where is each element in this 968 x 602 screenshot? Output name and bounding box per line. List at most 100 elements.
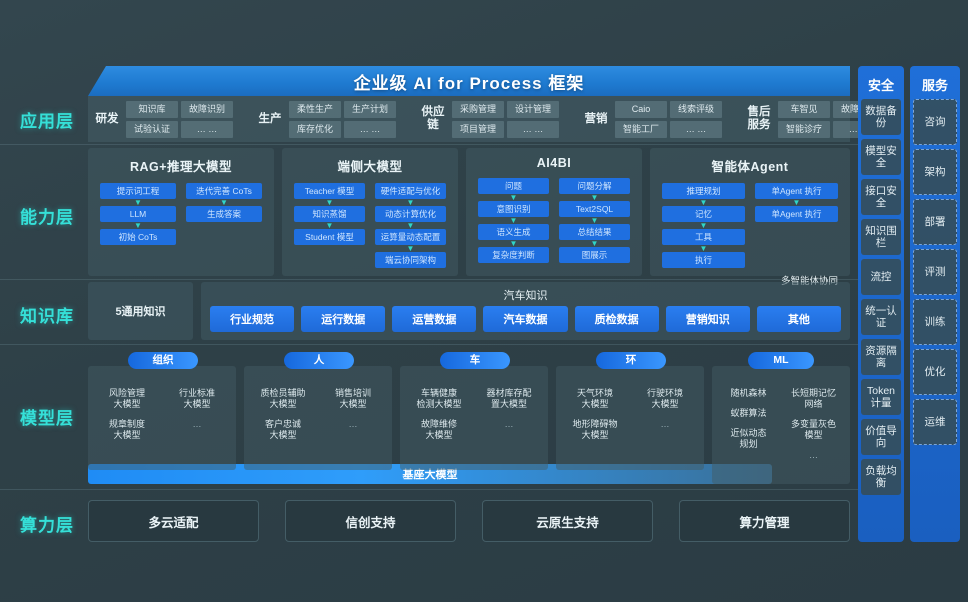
capability-right-node[interactable]: 图展示 [559, 247, 630, 263]
app-cell[interactable]: … … [181, 120, 233, 138]
capability-right-node[interactable]: 动态计算优化 [375, 206, 446, 222]
security-rail-item[interactable]: 统一认证 [861, 299, 901, 335]
knowledge-pill[interactable]: 其他 [756, 306, 841, 332]
model-item[interactable]: … [660, 419, 670, 429]
model-item[interactable]: 天气环境 大模型 [576, 388, 613, 409]
capability-left-node[interactable]: 问题 [478, 178, 549, 194]
app-group-3[interactable]: 营销 Caio 智能工厂 线索评级 … … [577, 99, 726, 139]
capability-left-node[interactable]: Student 模型 [294, 229, 365, 245]
model-card-1[interactable]: 质检员辅助 大模型 客户忠诚 大模型 销售培训 大模型 … [244, 366, 392, 470]
capability-right-node[interactable]: 问题分解 [559, 178, 630, 194]
capability-left-node[interactable]: 语义生成 [478, 224, 549, 240]
app-cell[interactable]: 故障识别 [181, 100, 233, 118]
app-cell[interactable]: 试验认证 [126, 120, 178, 138]
knowledge-pill[interactable]: 运营数据 [392, 306, 477, 332]
capability-left-node[interactable]: 执行 [662, 252, 745, 268]
app-cell[interactable]: 智能诊疗 [778, 120, 830, 138]
security-rail-item[interactable]: Token计量 [861, 379, 901, 415]
model-item[interactable]: 质检员辅助 大模型 [260, 388, 306, 409]
capability-right-node[interactable]: 迭代完善 CoTs [186, 183, 262, 199]
general-knowledge-card[interactable]: 5通用知识 [88, 282, 193, 340]
capability-right-node[interactable]: 单Agent 执行 [755, 183, 838, 199]
security-rail-item[interactable]: 数据备份 [861, 99, 901, 135]
model-card-tag[interactable]: 组织 [128, 352, 198, 369]
capability-left-node[interactable]: 意图识别 [478, 201, 549, 217]
model-card-tag[interactable]: 车 [440, 352, 510, 369]
app-cell[interactable]: Caio [615, 100, 667, 118]
service-rail-item[interactable]: 咨询 [913, 99, 957, 145]
model-item[interactable]: 风险管理 大模型 [108, 388, 145, 409]
capability-left-node[interactable]: 工具 [662, 229, 745, 245]
model-item[interactable]: 随机森林 [730, 388, 767, 398]
compute-box[interactable]: 多云适配 [88, 500, 259, 542]
app-cell[interactable]: 设计管理 [507, 100, 559, 118]
security-rail-item[interactable]: 负载均衡 [861, 459, 901, 495]
knowledge-pill[interactable]: 汽车数据 [483, 306, 568, 332]
model-item[interactable]: 客户忠诚 大模型 [264, 419, 301, 440]
compute-box[interactable]: 信创支持 [285, 500, 456, 542]
model-card-4[interactable]: 随机森林 蚁群算法 近似动态 规划 长短期记忆 网络 多变量灰色 模型… [712, 366, 850, 484]
app-cell[interactable]: 生产计划 [344, 100, 396, 118]
service-rail-item[interactable]: 优化 [913, 349, 957, 395]
model-item[interactable]: 多变量灰色 模型 [790, 419, 836, 440]
model-card-tag[interactable]: 环 [596, 352, 666, 369]
knowledge-pill[interactable]: 营销知识 [665, 306, 750, 332]
capability-card-3[interactable]: 智能体Agent 推理规划 ▼ 记忆 ▼ 工具 ▼ 执行 单Agent 执行 ▼ 单Agent 执行… [650, 148, 850, 287]
app-cell[interactable]: 库存优化 [289, 120, 341, 138]
model-card-0[interactable]: 风险管理 大模型 规章制度 大模型 行业标准 大模型 … [88, 366, 236, 470]
app-cell[interactable]: 智能工厂 [615, 120, 667, 138]
security-rail-item[interactable]: 价值导向 [861, 419, 901, 455]
security-rail-item[interactable]: 流控 [861, 259, 901, 295]
compute-box[interactable]: 云原生支持 [482, 500, 653, 542]
app-cell[interactable]: 柔性生产 [289, 100, 341, 118]
model-item[interactable]: 规章制度 大模型 [108, 419, 145, 440]
model-item[interactable]: … [192, 419, 202, 429]
model-card-3[interactable]: 天气环境 大模型 地形障碍物 大模型 行驶环境 大模型 … [556, 366, 704, 470]
capability-right-node[interactable]: 硬件适配与优化 [375, 183, 446, 199]
model-card-2[interactable]: 车辆健康 检测大模型 故障维修 大模型 器材库存配 置大模型… [400, 366, 548, 470]
model-item[interactable]: 地形障碍物 大模型 [572, 419, 618, 440]
capability-right-node[interactable]: 运算量动态配置 [375, 229, 446, 245]
service-rail-item[interactable]: 训练 [913, 299, 957, 345]
service-rail-item[interactable]: 评测 [913, 249, 957, 295]
security-rail-item[interactable]: 模型安全 [861, 139, 901, 175]
capability-left-node[interactable]: 提示词工程 [100, 183, 176, 199]
capability-right-node[interactable]: 端云协同架构 [375, 252, 446, 268]
knowledge-pill[interactable]: 行业规范 [210, 306, 295, 332]
capability-right-node[interactable]: 总结结果 [559, 224, 630, 240]
security-rail-item[interactable]: 接口安全 [861, 179, 901, 215]
app-cell[interactable]: 采购管理 [452, 100, 504, 118]
model-item[interactable]: … [504, 419, 514, 429]
base-model-bar[interactable]: 基座大模型 [88, 464, 772, 484]
model-item[interactable]: … [348, 419, 358, 429]
service-rail-item[interactable]: 部署 [913, 199, 957, 245]
model-card-tag[interactable]: 人 [284, 352, 354, 369]
model-item[interactable]: 销售培训 大模型 [334, 388, 371, 409]
capability-right-node[interactable]: 生成答案 [186, 206, 262, 222]
capability-right-node[interactable]: 单Agent 执行 [755, 206, 838, 222]
security-rail-item[interactable]: 资源隔离 [861, 339, 901, 375]
capability-right-node[interactable]: Text2SQL [559, 201, 630, 217]
app-cell[interactable]: … … [670, 120, 722, 138]
model-item[interactable]: 行业标准 大模型 [178, 388, 215, 409]
model-item[interactable]: 近似动态 规划 [730, 428, 767, 449]
app-group-1[interactable]: 生产 柔性生产 库存优化 生产计划 … … [251, 99, 400, 139]
capability-card-2[interactable]: AI4BI 问题 ▼ 意图识别 ▼ 语义生成 ▼ 复杂度判断 问题分解 ▼ Text2SQL ▼ 总结结… [466, 148, 642, 276]
model-item[interactable]: 长短期记忆 网络 [790, 388, 836, 409]
app-cell[interactable]: 车智见 [778, 100, 830, 118]
capability-left-node[interactable]: 初始 CoTs [100, 229, 176, 245]
app-cell[interactable]: 知识库 [126, 100, 178, 118]
service-rail-item[interactable]: 架构 [913, 149, 957, 195]
capability-left-node[interactable]: 知识蒸馏 [294, 206, 365, 222]
model-item[interactable]: 车辆健康 检测大模型 [416, 388, 462, 409]
model-item[interactable]: 故障维修 大模型 [420, 419, 457, 440]
capability-left-node[interactable]: LLM [100, 206, 176, 222]
model-item[interactable]: 行驶环境 大模型 [646, 388, 683, 409]
model-card-tag[interactable]: ML [748, 352, 814, 369]
compute-box[interactable]: 算力管理 [679, 500, 850, 542]
app-cell[interactable]: 线索评级 [670, 100, 722, 118]
capability-card-0[interactable]: RAG+推理大模型 提示词工程 ▼ LLM ▼ 初始 CoTs 迭代完善 CoTs ▼ 生成答案 [88, 148, 274, 276]
capability-left-node[interactable]: 推理规划 [662, 183, 745, 199]
app-cell[interactable]: … … [344, 120, 396, 138]
capability-left-node[interactable]: 复杂度判断 [478, 247, 549, 263]
